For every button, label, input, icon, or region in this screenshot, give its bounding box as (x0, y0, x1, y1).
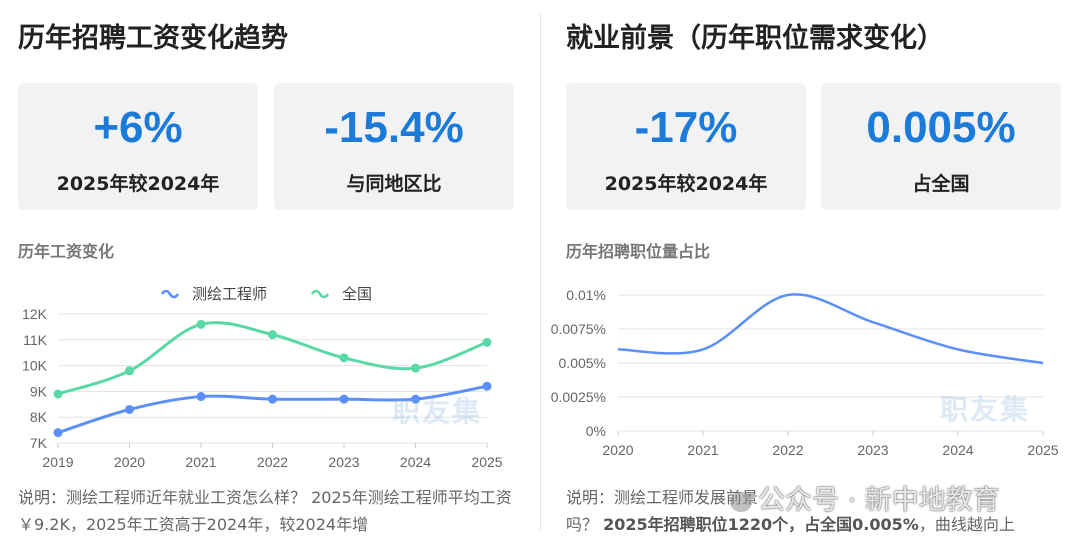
demand-change-card: -17% 2025年较2024年 (566, 83, 806, 210)
salary-region-card: -15.4% 与同地区比 (274, 83, 514, 210)
data-point (53, 428, 63, 438)
x-tick-label: 2025 (1027, 442, 1058, 458)
overlay-watermark: 公众号 · 新中地教育 (730, 478, 1000, 517)
y-tick-label: 7K (30, 435, 48, 451)
demand-share-value: 0.005% (866, 103, 1016, 152)
y-tick-label: 8K (30, 409, 48, 425)
x-tick-label: 2021 (185, 454, 216, 470)
y-tick-label: 0.0025% (551, 389, 606, 405)
y-tick-label: 0.005% (559, 355, 606, 371)
x-tick-label: 2020 (602, 442, 633, 458)
x-tick-label: 2022 (257, 454, 288, 470)
demand-caption: 说明：测绘工程师发展前景 吗？ 2025年招聘职位1220个，占全国0.005%… (566, 484, 1066, 540)
x-tick-label: 2021 (687, 442, 718, 458)
wechat-icon (730, 491, 752, 512)
demand-share-label: 占全国 (912, 173, 970, 195)
data-point (482, 381, 492, 391)
salary-title: 历年招聘工资变化趋势 (18, 23, 288, 54)
demand-caption-suffix: ，曲线越向上 (918, 515, 1015, 534)
salary-region-value: -15.4% (324, 103, 464, 152)
data-point (196, 319, 206, 329)
salary-caption: 说明：测绘工程师近年就业工资怎么样？ 2025年测绘工程师平均工资 ￥9.2K，… (18, 488, 512, 534)
data-point (268, 394, 277, 404)
y-tick-label: 0.01% (566, 287, 606, 303)
data-point (268, 330, 277, 340)
x-tick-label: 2020 (114, 454, 145, 470)
data-point (125, 404, 134, 414)
demand-share-card: 0.005% 占全国 (821, 83, 1061, 210)
salary-region-label: 与同地区比 (346, 173, 442, 195)
overlay-watermark-text: 公众号 · 新中地教育 (758, 485, 1000, 516)
demand-change-label: 2025年较2024年 (604, 173, 768, 195)
x-tick-label: 2023 (857, 442, 888, 458)
data-point (125, 366, 134, 376)
legend-label: 测绘工程师 (192, 286, 267, 303)
salary-line-chart: 7K 8K 9K 10K 11K 12K 2019 2020 2021 2022 2023 2024 2… (22, 285, 503, 470)
x-tick-label: 2024 (942, 442, 973, 458)
series-line (617, 293, 1044, 365)
salary-chart-label: 历年工资变化 (18, 242, 115, 261)
data-point (482, 337, 492, 347)
y-tick-label: 9K (30, 383, 48, 399)
demand-line-chart: 0% 0.0025% 0.005% 0.0075% 0.01% 2020 2021 2022 2… (551, 287, 1059, 458)
data-point (339, 353, 349, 363)
demand-chart-label: 历年招聘职位量占比 (566, 242, 711, 261)
x-tick-label: 2025 (471, 454, 502, 470)
salary-change-card: +6% 2025年较2024年 (18, 83, 258, 210)
data-point (411, 363, 420, 373)
data-point (339, 394, 349, 404)
y-tick-label: 10K (22, 358, 48, 374)
demand-caption-prefix: 说明：测绘工程师发展前景 (566, 488, 759, 507)
x-tick-label: 2023 (328, 454, 359, 470)
salary-panel: 历年招聘工资变化趋势 +6% 2025年较2024年 -15.4% 与同地区比 … (18, 23, 514, 534)
data-point (196, 392, 206, 402)
y-tick-label: 11K (23, 332, 48, 348)
legend-swatch (160, 289, 180, 299)
demand-change-value: -17% (634, 103, 738, 152)
x-tick-label: 2019 (42, 454, 73, 470)
y-tick-label: 0.0075% (551, 321, 606, 337)
salary-change-label: 2025年较2024年 (56, 173, 220, 195)
x-tick-label: 2022 (772, 442, 803, 458)
demand-caption-line2-prefix: 吗？ (566, 515, 604, 534)
salary-chart-watermark: 职友集 (392, 395, 483, 428)
demand-chart-watermark: 职友集 (940, 393, 1031, 426)
legend-swatch (310, 289, 330, 299)
salary-change-value: +6% (93, 103, 183, 152)
legend-label: 全国 (342, 285, 372, 303)
demand-panel: 就业前景（历年职位需求变化） -17% 2025年较2024年 0.005% 占… (548, 0, 1080, 541)
demand-title: 就业前景（历年职位需求变化） (566, 23, 944, 54)
panel-divider (540, 12, 541, 532)
data-point (53, 389, 63, 399)
x-tick-label: 2024 (400, 454, 431, 470)
y-tick-label: 12K (22, 306, 48, 322)
demand-caption-highlight: 2025年招聘职位1220个，占全国0.005% (603, 515, 919, 534)
y-tick-label: 0% (586, 423, 606, 439)
data-point (411, 394, 420, 404)
